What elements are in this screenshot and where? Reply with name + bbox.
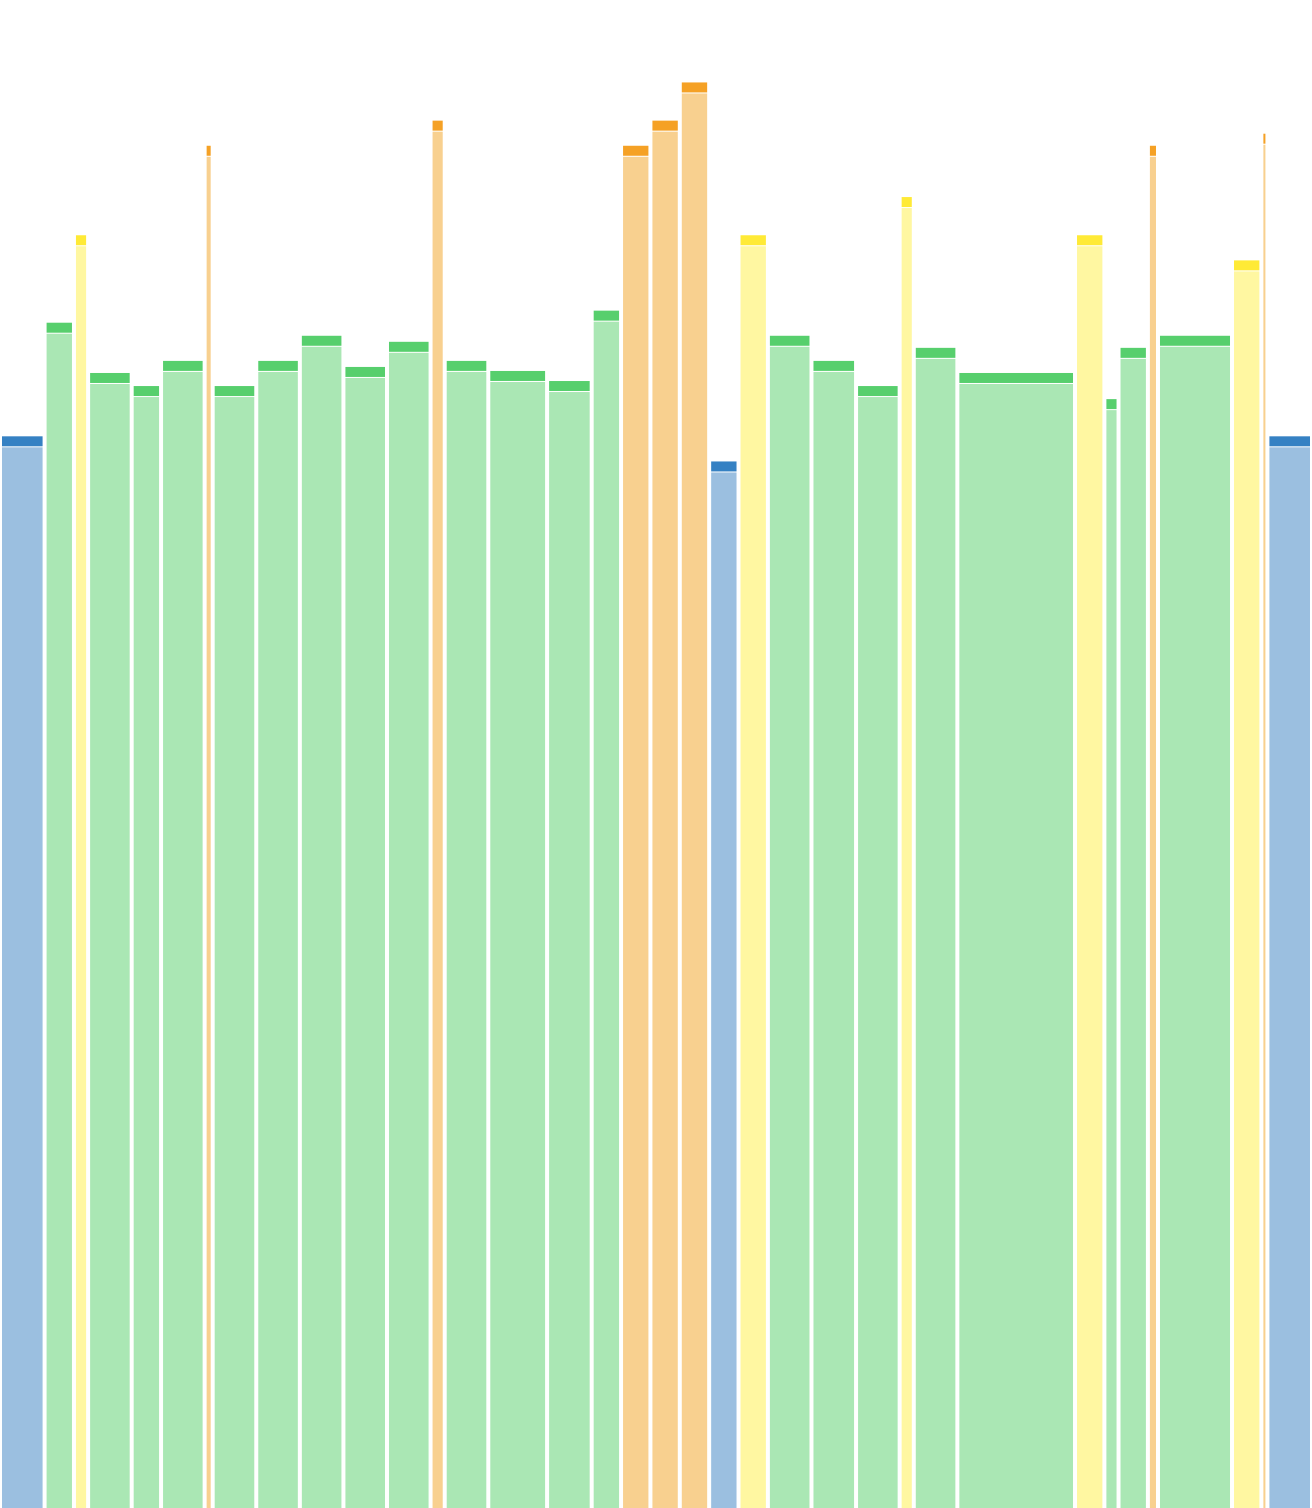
bar-cap-8 (214, 386, 255, 397)
bar-cap-3 (75, 235, 87, 246)
bar-12 (388, 352, 429, 1508)
bar-6 (163, 371, 203, 1508)
bar-23 (769, 346, 810, 1508)
bar-27 (915, 358, 956, 1508)
bar-13 (432, 131, 443, 1508)
bar-4 (90, 383, 130, 1508)
bar-14 (446, 371, 487, 1508)
bar-35 (1263, 144, 1266, 1508)
bar-19 (652, 131, 678, 1508)
bar-29 (1077, 246, 1103, 1508)
bar-10 (301, 346, 342, 1508)
bar-cap-35 (1263, 133, 1266, 144)
bar-cap-4 (90, 372, 130, 383)
bar-28 (959, 383, 1074, 1508)
bar-cap-12 (388, 341, 429, 352)
bar-24 (813, 371, 855, 1508)
bar-cap-23 (769, 335, 810, 346)
bar-9 (258, 371, 298, 1508)
bar-cap-6 (163, 360, 203, 371)
bar-cap-13 (432, 120, 443, 131)
bar-cap-21 (711, 461, 737, 472)
bar-cap-33 (1159, 335, 1231, 346)
bar-cap-17 (593, 310, 620, 321)
bar-cap-29 (1077, 235, 1103, 246)
bar-34 (1234, 271, 1260, 1508)
bar-cap-7 (206, 145, 211, 156)
bar-16 (549, 392, 590, 1508)
bar-25 (858, 397, 898, 1508)
bar-cap-2 (46, 322, 72, 333)
bar-7 (206, 156, 211, 1508)
bar-31 (1120, 358, 1146, 1508)
bar-cap-34 (1234, 260, 1260, 271)
bar-30 (1106, 410, 1117, 1508)
bar-cap-20 (681, 82, 708, 93)
bar-cap-14 (446, 360, 487, 371)
bar-cap-28 (959, 372, 1074, 383)
bar-2 (46, 333, 72, 1508)
bar-26 (901, 208, 912, 1508)
bar-21 (711, 472, 737, 1508)
bar-cap-31 (1120, 347, 1146, 358)
bar-cap-1 (2, 436, 43, 447)
bar-11 (345, 377, 385, 1508)
bar-22 (740, 246, 766, 1508)
bar-cap-19 (652, 120, 678, 131)
bar-cap-32 (1149, 145, 1156, 156)
bar-cap-24 (813, 360, 855, 371)
bar-cap-18 (623, 145, 649, 156)
bar-cap-26 (901, 197, 912, 208)
bar-32 (1149, 156, 1156, 1508)
bar-cap-22 (740, 235, 766, 246)
bar-18 (623, 156, 649, 1508)
bar-cap-16 (549, 381, 590, 392)
bar-15 (490, 381, 546, 1508)
bar-cap-15 (490, 370, 546, 381)
bar-5 (133, 397, 160, 1508)
bar-1 (2, 447, 43, 1508)
bar-3 (75, 246, 87, 1508)
bar-cap-36 (1269, 436, 1310, 447)
bar-36 (1269, 447, 1310, 1508)
bar-33 (1159, 346, 1231, 1508)
bars-group (2, 82, 1310, 1508)
bar-cap-25 (858, 386, 898, 397)
bar-cap-5 (133, 386, 160, 397)
bar-20 (681, 93, 708, 1508)
bar-cap-11 (345, 366, 385, 377)
bar-cap-30 (1106, 399, 1117, 410)
bar-cap-10 (301, 335, 342, 346)
bar-cap-27 (915, 347, 956, 358)
bar-8 (214, 397, 255, 1508)
bar-17 (593, 321, 620, 1508)
bar-cap-9 (258, 360, 298, 371)
